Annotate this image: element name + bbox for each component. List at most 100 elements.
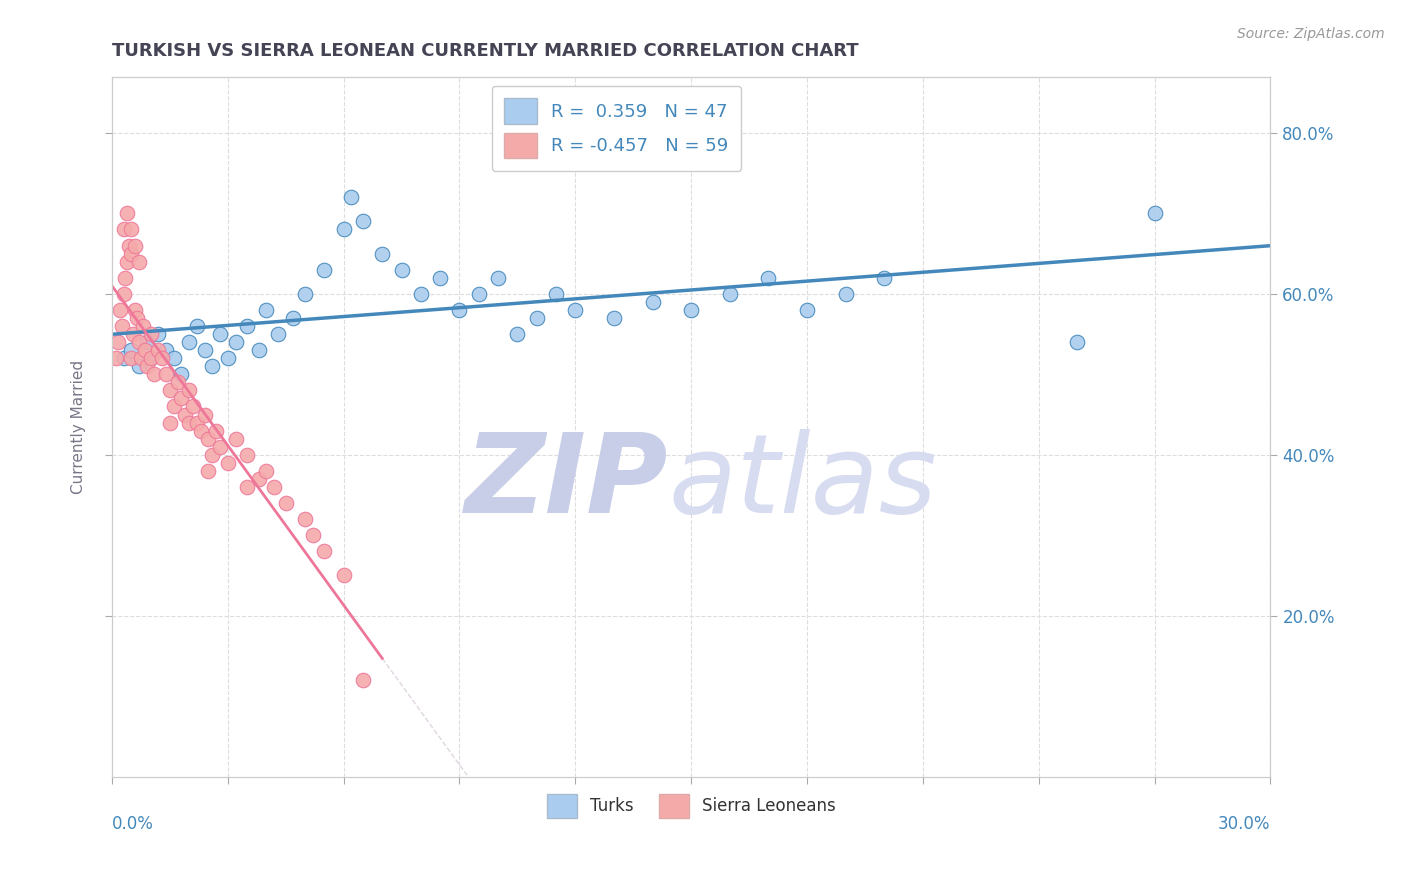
Point — [409, 286, 432, 301]
Point — [170, 392, 193, 406]
Point — [134, 343, 156, 358]
Point — [796, 302, 818, 317]
Point — [314, 262, 336, 277]
Point — [468, 286, 491, 301]
Point — [181, 400, 204, 414]
Point — [148, 343, 170, 358]
Point — [179, 335, 201, 350]
Point — [174, 408, 197, 422]
Point — [163, 400, 186, 414]
Point — [104, 351, 127, 366]
Point — [128, 335, 150, 350]
Point — [120, 246, 142, 260]
Point — [641, 294, 664, 309]
Point — [159, 416, 181, 430]
Point — [834, 286, 856, 301]
Point — [314, 544, 336, 558]
Point — [135, 335, 157, 350]
Point — [294, 512, 316, 526]
Text: 30.0%: 30.0% — [1218, 815, 1271, 833]
Point — [758, 270, 780, 285]
Point — [170, 368, 193, 382]
Text: TURKISH VS SIERRA LEONEAN CURRENTLY MARRIED CORRELATION CHART: TURKISH VS SIERRA LEONEAN CURRENTLY MARR… — [112, 42, 859, 60]
Point — [236, 480, 259, 494]
Point — [110, 319, 132, 334]
Point — [1066, 335, 1088, 350]
Point — [114, 270, 136, 285]
Point — [205, 424, 228, 438]
Point — [139, 351, 162, 366]
Y-axis label: Currently Married: Currently Married — [72, 359, 86, 493]
Point — [108, 302, 131, 317]
Point — [209, 440, 232, 454]
Point — [194, 408, 217, 422]
Point — [179, 384, 201, 398]
Point — [107, 335, 129, 350]
Point — [159, 384, 181, 398]
Point — [124, 302, 146, 317]
Point — [155, 343, 177, 358]
Point — [194, 343, 217, 358]
Text: atlas: atlas — [668, 429, 936, 536]
Point — [190, 424, 212, 438]
Point — [128, 254, 150, 268]
Point — [129, 351, 152, 366]
Text: ZIP: ZIP — [464, 429, 668, 536]
Point — [120, 351, 142, 366]
Point — [247, 472, 270, 486]
Point — [254, 302, 277, 317]
Point — [122, 327, 145, 342]
Point — [163, 351, 186, 366]
Point — [236, 448, 259, 462]
Point — [718, 286, 741, 301]
Point — [117, 206, 139, 220]
Point — [139, 327, 162, 342]
Point — [526, 310, 548, 325]
Point — [267, 327, 290, 342]
Text: Source: ZipAtlas.com: Source: ZipAtlas.com — [1237, 27, 1385, 41]
Point — [150, 351, 173, 366]
Point — [139, 351, 162, 366]
Point — [352, 673, 374, 687]
Point — [186, 319, 208, 334]
Point — [209, 327, 232, 342]
Point — [544, 286, 567, 301]
Point — [117, 254, 139, 268]
Point — [120, 343, 142, 358]
Point — [247, 343, 270, 358]
Point — [132, 319, 155, 334]
Point — [201, 359, 224, 374]
Point — [179, 416, 201, 430]
Point — [112, 351, 135, 366]
Point — [283, 310, 305, 325]
Point — [340, 190, 363, 204]
Point — [197, 432, 219, 446]
Point — [1143, 206, 1166, 220]
Point — [217, 351, 239, 366]
Point — [197, 464, 219, 478]
Legend: Turks, Sierra Leoneans: Turks, Sierra Leoneans — [540, 788, 842, 824]
Point — [166, 376, 188, 390]
Point — [263, 480, 285, 494]
Point — [254, 464, 277, 478]
Point — [449, 302, 471, 317]
Point — [143, 368, 166, 382]
Point — [294, 286, 316, 301]
Point — [486, 270, 509, 285]
Point — [112, 286, 135, 301]
Point — [332, 222, 354, 236]
Point — [301, 528, 323, 542]
Point — [186, 416, 208, 430]
Point — [112, 222, 135, 236]
Point — [120, 222, 142, 236]
Point — [125, 310, 148, 325]
Point — [225, 335, 247, 350]
Point — [873, 270, 896, 285]
Point — [429, 270, 451, 285]
Point — [564, 302, 586, 317]
Point — [201, 448, 224, 462]
Point — [148, 327, 170, 342]
Point — [118, 238, 141, 252]
Point — [506, 327, 529, 342]
Point — [217, 456, 239, 470]
